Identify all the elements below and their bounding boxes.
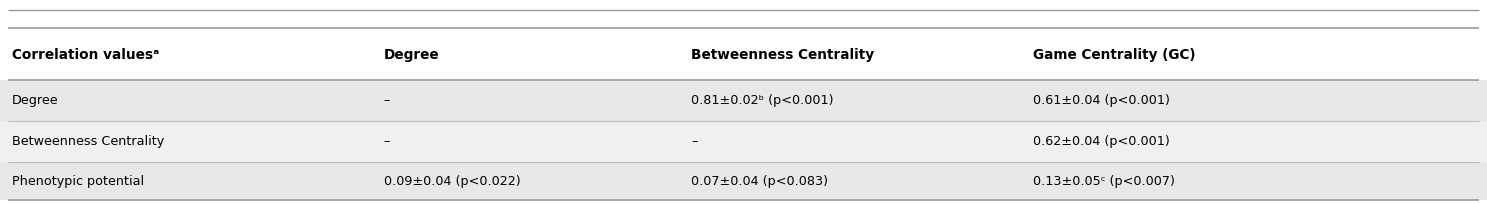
Bar: [0, 162, 1487, 200]
Bar: [0, 30, 1487, 80]
Text: 0.07±0.04 (p<0.083): 0.07±0.04 (p<0.083): [691, 174, 828, 187]
Text: Degree: Degree: [384, 48, 439, 62]
Text: Betweenness Centrality: Betweenness Centrality: [691, 48, 874, 62]
Text: 0.81±0.02ᵇ (p<0.001): 0.81±0.02ᵇ (p<0.001): [691, 94, 834, 107]
Text: –: –: [384, 135, 390, 148]
Text: 0.09±0.04 (p<0.022): 0.09±0.04 (p<0.022): [384, 174, 520, 187]
Text: Phenotypic potential: Phenotypic potential: [12, 174, 144, 187]
Text: 0.62±0.04 (p<0.001): 0.62±0.04 (p<0.001): [1033, 135, 1170, 148]
Bar: [0, 121, 1487, 162]
Text: 0.13±0.05ᶜ (p<0.007): 0.13±0.05ᶜ (p<0.007): [1033, 174, 1175, 187]
Text: Correlation valuesᵃ: Correlation valuesᵃ: [12, 48, 159, 62]
Text: Game Centrality (GC): Game Centrality (GC): [1033, 48, 1196, 62]
Text: Degree: Degree: [12, 94, 58, 107]
Bar: [0, 80, 1487, 121]
Text: –: –: [384, 94, 390, 107]
Text: –: –: [691, 135, 697, 148]
Text: 0.61±0.04 (p<0.001): 0.61±0.04 (p<0.001): [1033, 94, 1170, 107]
Text: Betweenness Centrality: Betweenness Centrality: [12, 135, 164, 148]
